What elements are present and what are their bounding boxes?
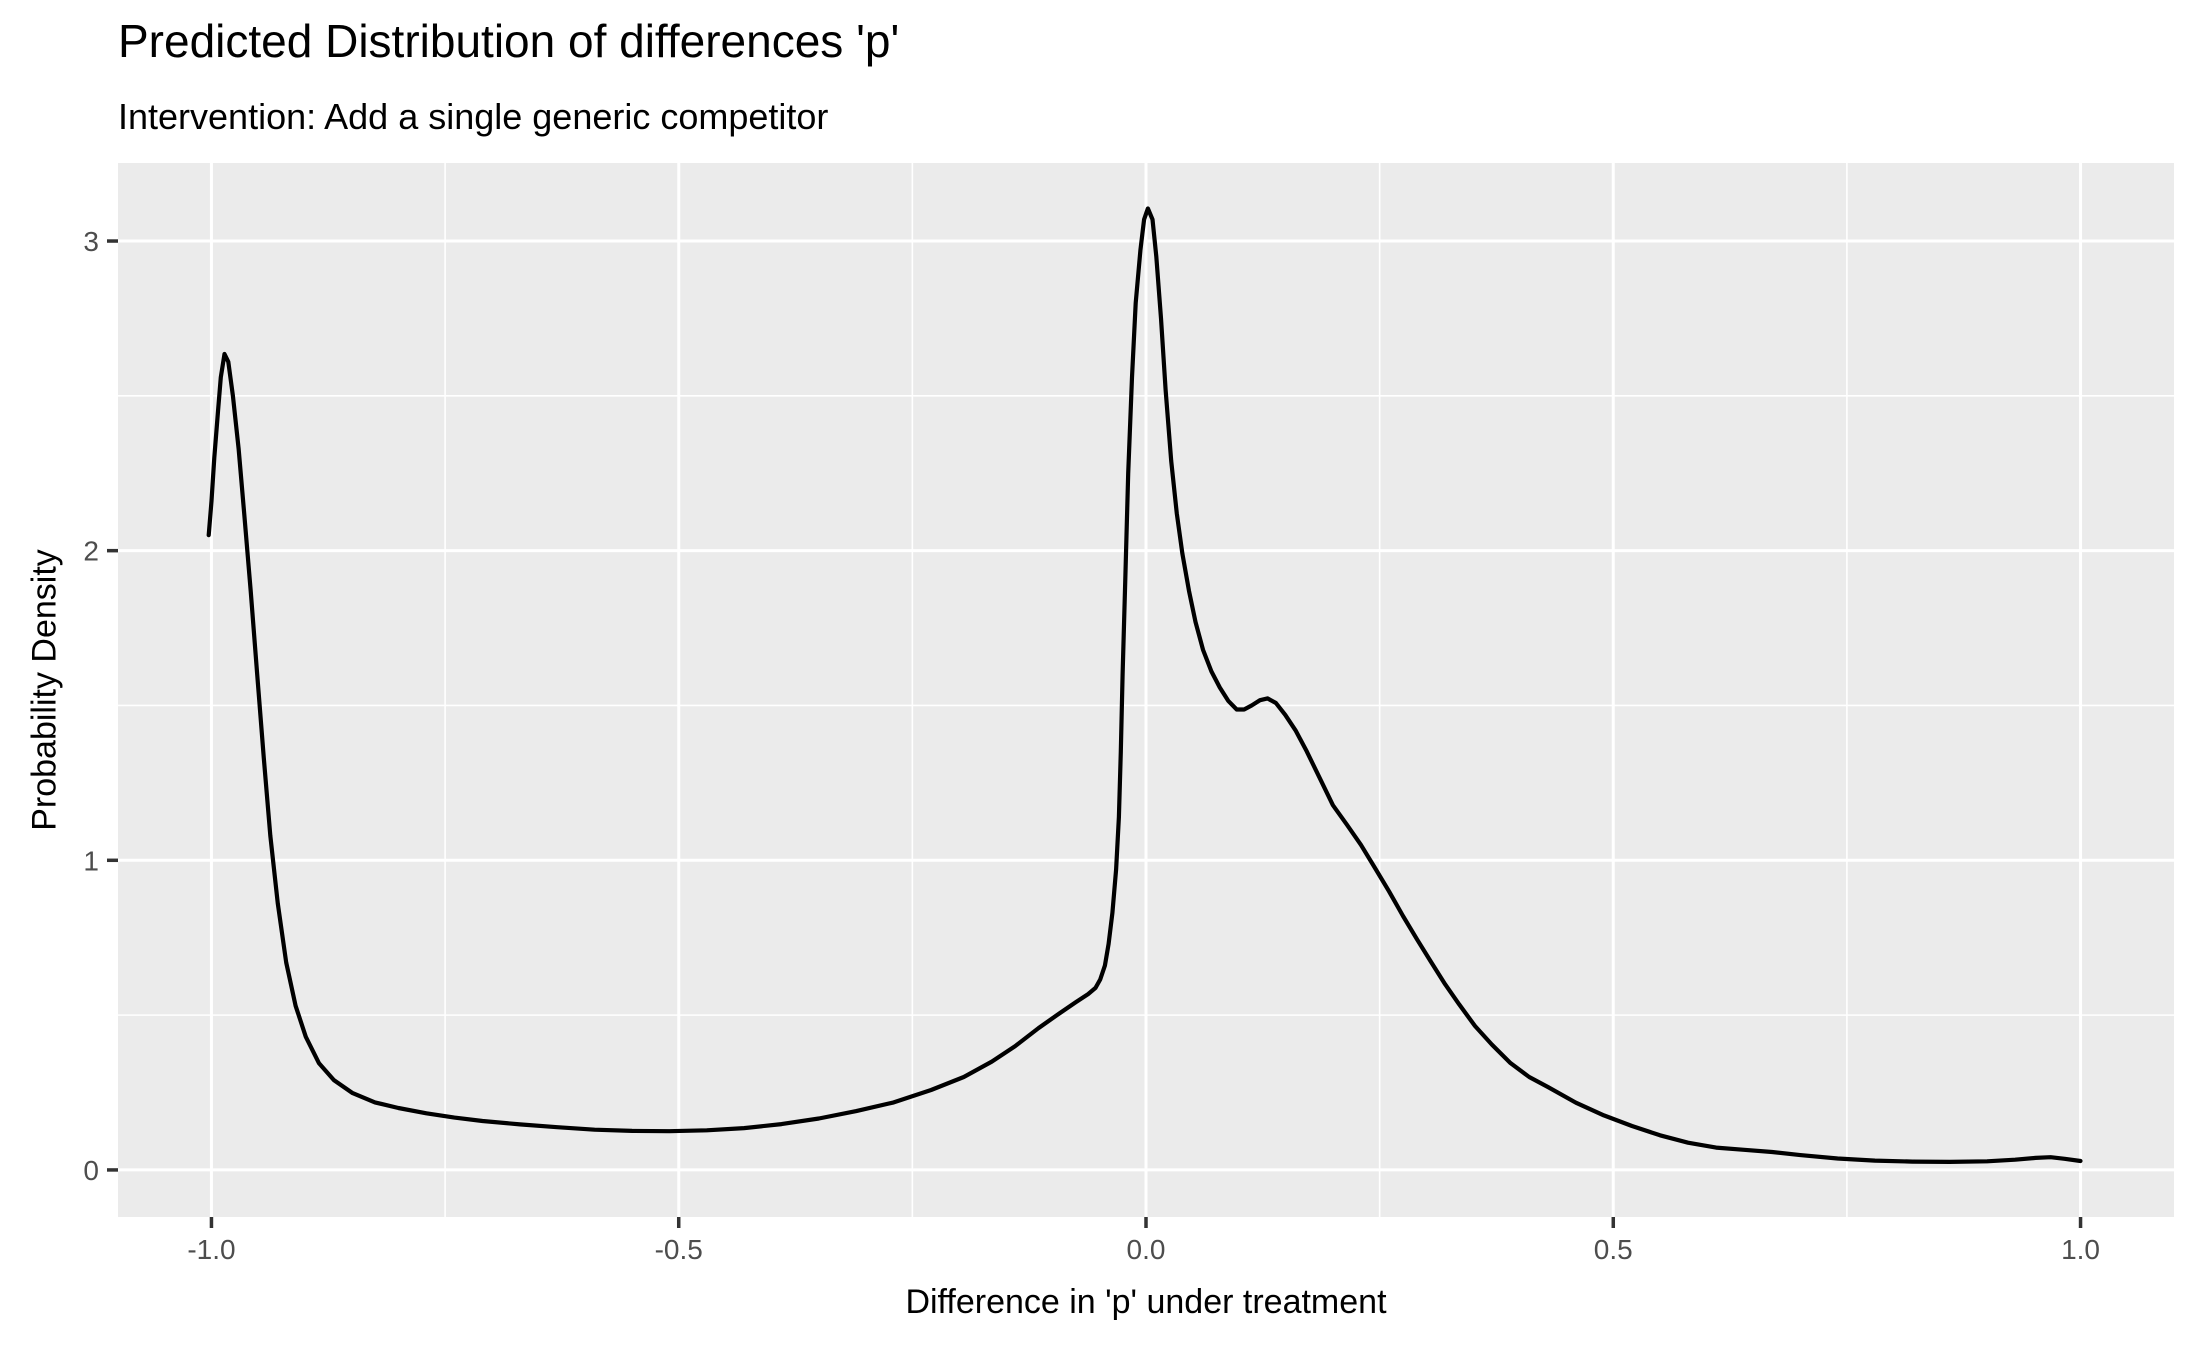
- x-tick-label: -1.0: [187, 1234, 235, 1265]
- x-tick-label: -0.5: [655, 1234, 703, 1265]
- x-tick-label: 0.0: [1127, 1234, 1166, 1265]
- y-tick-label: 2: [83, 536, 99, 567]
- x-tick-label: 1.0: [2061, 1234, 2100, 1265]
- y-tick-label: 3: [83, 226, 99, 257]
- y-tick-label: 0: [83, 1155, 99, 1186]
- density-curve: [206, 206, 2083, 1164]
- plot-subtitle: Intervention: Add a single generic compe…: [118, 96, 829, 137]
- x-axis-title: Difference in 'p' under treatment: [905, 1283, 1387, 1321]
- plot-title: Predicted Distribution of differences 'p…: [118, 15, 900, 67]
- x-tick-label: 0.5: [1594, 1234, 1633, 1265]
- y-tick-label: 1: [83, 845, 99, 876]
